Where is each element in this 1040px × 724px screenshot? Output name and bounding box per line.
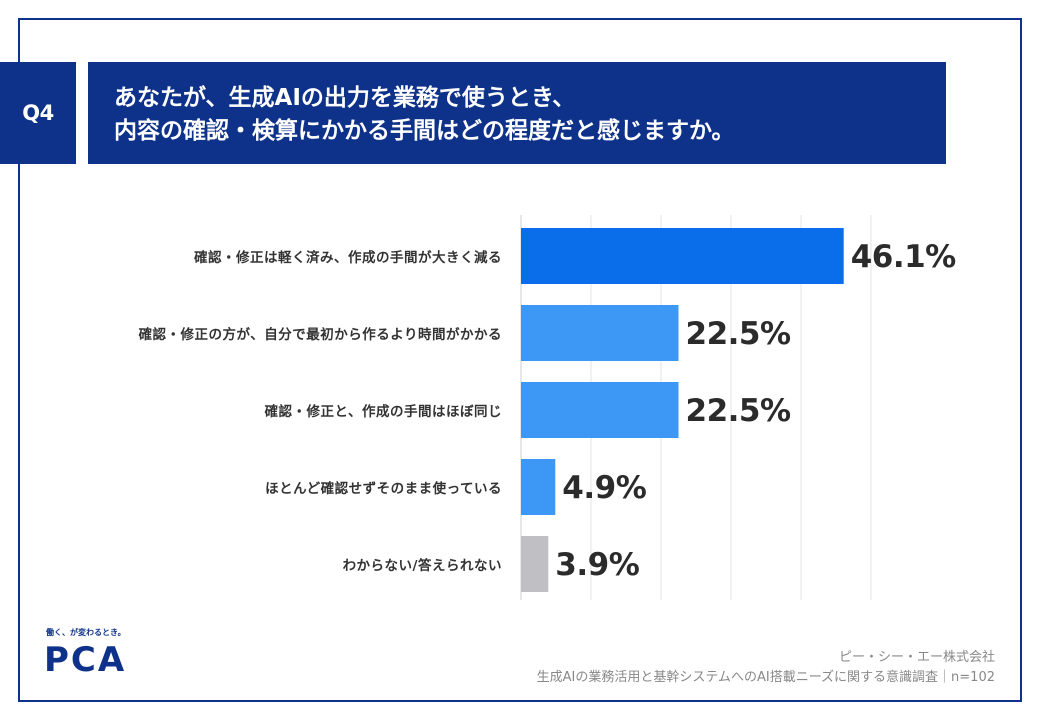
category-label: 確認・修正と、作成の手間はほぼ同じ (264, 404, 502, 420)
question-title-line-2: 内容の確認・検算にかかる手間はどの程度だと感じますか。 (114, 118, 735, 144)
brand-logo: PCA (44, 640, 127, 680)
source-survey: 生成AIの業務活用と基幹システムへのAI搭載ニーズに関する意識調査｜n=102 (536, 670, 995, 685)
bar (521, 305, 679, 361)
category-label: ほとんど確認せずそのまま使っている (265, 481, 502, 497)
data-label: 3.9% (555, 547, 640, 583)
bar (521, 459, 556, 515)
question-number: Q4 (22, 101, 54, 125)
bar (521, 536, 549, 592)
source-company: ピー・シー・エー株式会社 (838, 650, 995, 665)
bar (521, 382, 679, 438)
category-label: 確認・修正の方が、自分で最初から作るより時間がかかる (138, 327, 502, 343)
question-number-badge: Q4 (0, 62, 76, 164)
data-label: 22.5% (685, 393, 792, 429)
chart-frame (18, 18, 1022, 702)
question-title-line-1: あなたが、生成AIの出力を業務で使うとき、 (114, 85, 576, 111)
bar (521, 228, 844, 284)
question-title-box: あなたが、生成AIの出力を業務で使うとき、 内容の確認・検算にかかる手間はどの程… (88, 62, 946, 164)
brand-tagline: 働く、が変わるとき。 (46, 628, 126, 637)
category-label: 確認・修正は軽く済み、作成の手間が大きく減る (194, 250, 502, 266)
data-label: 46.1% (850, 239, 957, 275)
data-label: 4.9% (562, 470, 647, 506)
category-label: わからない/答えられない (342, 558, 502, 574)
data-label: 22.5% (685, 316, 792, 352)
